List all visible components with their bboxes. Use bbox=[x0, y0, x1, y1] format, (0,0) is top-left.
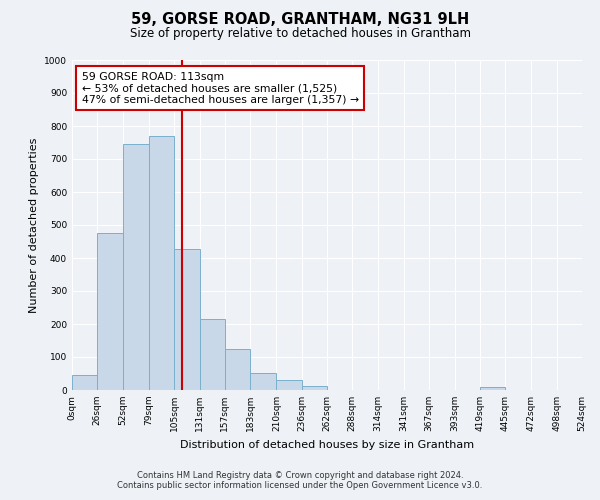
Bar bbox=[277, 380, 302, 390]
Bar bbox=[302, 386, 327, 390]
Text: 59, GORSE ROAD, GRANTHAM, NG31 9LH: 59, GORSE ROAD, GRANTHAM, NG31 9LH bbox=[131, 12, 469, 28]
Text: Size of property relative to detached houses in Grantham: Size of property relative to detached ho… bbox=[130, 28, 470, 40]
Text: Contains public sector information licensed under the Open Government Licence v3: Contains public sector information licen… bbox=[118, 482, 482, 490]
Y-axis label: Number of detached properties: Number of detached properties bbox=[29, 138, 38, 312]
Bar bbox=[225, 349, 250, 390]
Bar bbox=[122, 144, 149, 390]
Bar bbox=[72, 376, 97, 390]
Text: Contains HM Land Registry data © Crown copyright and database right 2024.: Contains HM Land Registry data © Crown c… bbox=[137, 472, 463, 480]
X-axis label: Distribution of detached houses by size in Grantham: Distribution of detached houses by size … bbox=[180, 440, 474, 450]
Bar bbox=[250, 373, 277, 390]
Bar bbox=[149, 136, 174, 390]
Text: 59 GORSE ROAD: 113sqm
← 53% of detached houses are smaller (1,525)
47% of semi-d: 59 GORSE ROAD: 113sqm ← 53% of detached … bbox=[82, 72, 359, 105]
Bar bbox=[480, 388, 505, 390]
Bar bbox=[199, 319, 225, 390]
Bar bbox=[97, 232, 122, 390]
Bar bbox=[174, 249, 200, 390]
